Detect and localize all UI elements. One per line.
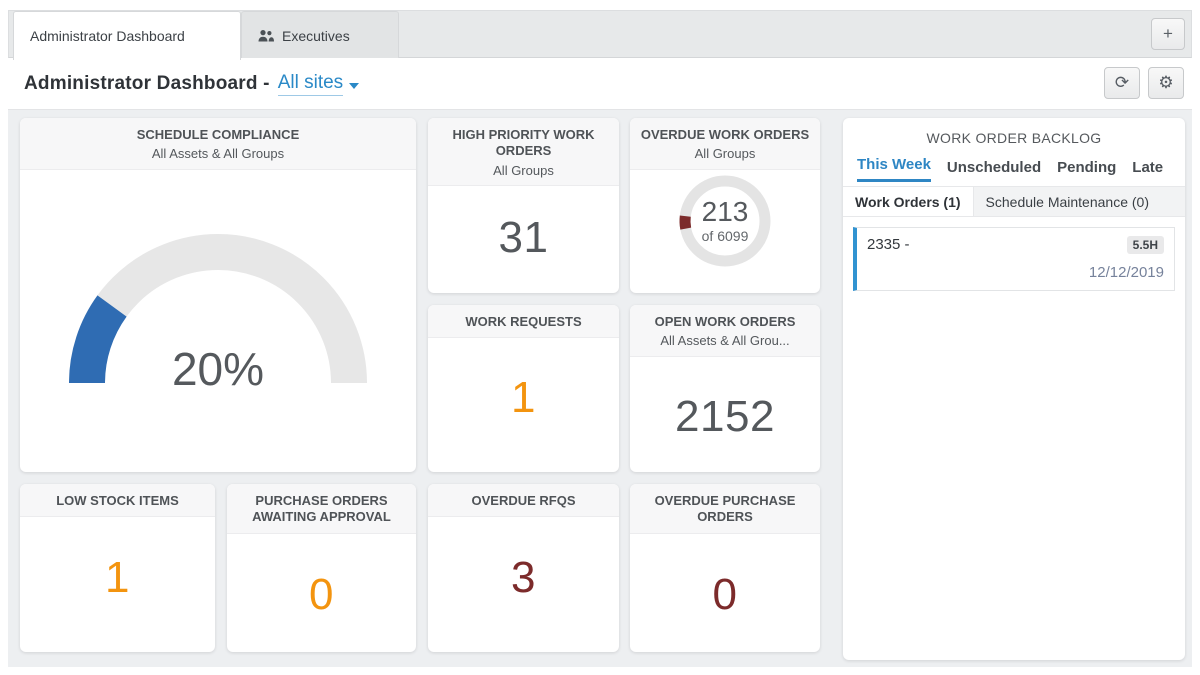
settings-button[interactable]: ⚙ xyxy=(1148,67,1184,99)
card-subtitle: All Groups xyxy=(493,162,554,178)
card-schedule-compliance[interactable]: SCHEDULE COMPLIANCE All Assets & All Gro… xyxy=(20,118,416,472)
card-subtitle: All Assets & All Groups xyxy=(151,146,285,162)
metric-value: 1 xyxy=(105,553,130,603)
card-title: PURCHASE ORDERS AWAITING APPROVAL xyxy=(252,493,391,525)
card-purchase-orders-awaiting-approval[interactable]: PURCHASE ORDERS AWAITING APPROVAL 0 xyxy=(227,484,416,652)
card-low-stock-items[interactable]: LOW STOCK ITEMS 1 xyxy=(20,484,215,652)
compliance-gauge: 20% xyxy=(20,170,416,464)
card-high-priority-work-orders[interactable]: HIGH PRIORITY WORK ORDERS All Groups 31 xyxy=(428,118,619,293)
subtab-work-orders[interactable]: Work Orders (1) xyxy=(843,187,974,216)
metric-value: 0 xyxy=(309,569,334,619)
card-title: OVERDUE PURCHASE ORDERS xyxy=(654,493,796,525)
backlog-tab-late[interactable]: Late xyxy=(1132,159,1164,176)
backlog-title: WORK ORDER BACKLOG xyxy=(926,130,1102,146)
card-overdue-rfqs[interactable]: OVERDUE RFQS 3 xyxy=(428,484,619,652)
page-title: Administrator Dashboard - xyxy=(24,73,270,94)
card-title: OPEN WORK ORDERS xyxy=(654,314,796,329)
backlog-tabs: This Week Unscheduled Pending Late xyxy=(843,154,1185,182)
gear-icon: ⚙ xyxy=(1158,73,1174,93)
work-order-item[interactable]: 2335 - 5.5H 12/12/2019 xyxy=(853,227,1175,291)
card-title: OVERDUE WORK ORDERS xyxy=(640,127,810,142)
add-tab-button[interactable]: + xyxy=(1151,18,1185,50)
caret-down-icon xyxy=(349,82,360,89)
card-title: SCHEDULE COMPLIANCE xyxy=(136,127,300,142)
subtab-schedule-maintenance[interactable]: Schedule Maintenance (0) xyxy=(985,193,1149,210)
metric-value: 0 xyxy=(712,569,738,619)
donut-value: 213 xyxy=(701,196,749,228)
card-title: WORK REQUESTS xyxy=(465,314,582,329)
work-order-backlog-panel: WORK ORDER BACKLOG This Week Unscheduled… xyxy=(843,118,1185,660)
card-title: HIGH PRIORITY WORK ORDERS xyxy=(452,127,595,159)
refresh-button[interactable]: ⟳ xyxy=(1104,67,1140,99)
work-order-date: 12/12/2019 xyxy=(1088,264,1164,281)
site-selector-label: All sites xyxy=(277,72,344,96)
compliance-percent: 20% xyxy=(171,342,265,395)
card-work-requests[interactable]: WORK REQUESTS 1 xyxy=(428,305,619,472)
card-subtitle: All Assets & All Grou... xyxy=(660,333,790,349)
card-title: LOW STOCK ITEMS xyxy=(56,493,179,508)
backlog-subtabs: Work Orders (1) Schedule Maintenance (0) xyxy=(843,186,1185,217)
backlog-tab-pending[interactable]: Pending xyxy=(1057,159,1117,176)
overdue-donut: 213 of 6099 xyxy=(677,173,773,269)
dashboard-area: SCHEDULE COMPLIANCE All Assets & All Gro… xyxy=(8,110,1192,667)
site-selector[interactable]: All sites xyxy=(277,72,360,96)
metric-value: 31 xyxy=(498,212,549,262)
donut-total: of 6099 xyxy=(701,228,749,245)
metric-value: 3 xyxy=(511,553,536,603)
users-icon xyxy=(258,29,274,43)
tab-label: Executives xyxy=(282,27,350,44)
card-overdue-purchase-orders[interactable]: OVERDUE PURCHASE ORDERS 0 xyxy=(630,484,820,652)
backlog-tab-this-week[interactable]: This Week xyxy=(857,156,931,182)
metric-value: 2152 xyxy=(675,391,775,441)
metric-value: 1 xyxy=(511,373,536,423)
card-overdue-work-orders[interactable]: OVERDUE WORK ORDERS All Groups 213 of 60… xyxy=(630,118,820,293)
hours-badge: 5.5H xyxy=(1126,236,1164,254)
tab-executives[interactable]: Executives xyxy=(241,11,399,59)
dashboard-tabbar: Administrator Dashboard Executives + xyxy=(8,10,1192,60)
card-title: OVERDUE RFQS xyxy=(471,493,576,508)
tab-administrator-dashboard[interactable]: Administrator Dashboard xyxy=(13,11,241,60)
refresh-icon: ⟳ xyxy=(1114,73,1130,93)
work-order-id: 2335 - xyxy=(867,236,910,253)
tab-label: Administrator Dashboard xyxy=(30,28,185,44)
backlog-tab-unscheduled[interactable]: Unscheduled xyxy=(946,159,1042,176)
card-subtitle: All Groups xyxy=(694,146,756,162)
page-header: Administrator Dashboard - All sites ⟳ ⚙ xyxy=(8,58,1192,110)
card-open-work-orders[interactable]: OPEN WORK ORDERS All Assets & All Grou..… xyxy=(630,305,820,472)
